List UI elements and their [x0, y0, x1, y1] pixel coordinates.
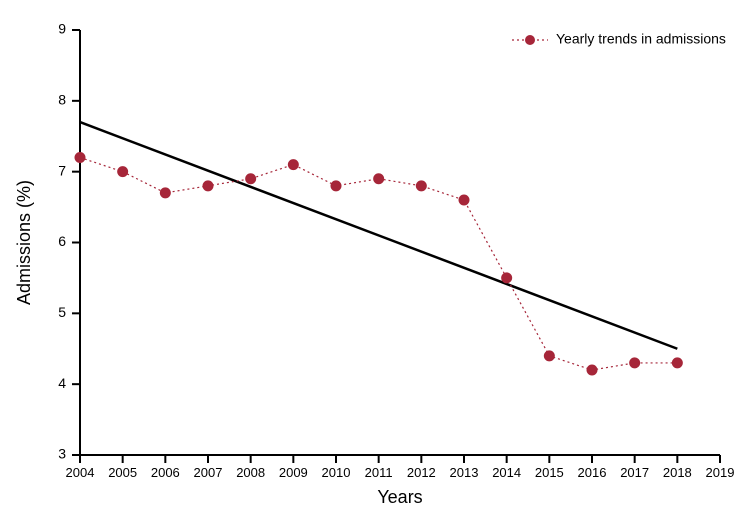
- x-tick-label: 2009: [279, 465, 308, 480]
- data-point: [459, 195, 469, 205]
- x-axis-label: Years: [377, 487, 422, 507]
- data-point: [587, 365, 597, 375]
- data-point: [203, 181, 213, 191]
- data-point: [374, 174, 384, 184]
- data-point: [502, 273, 512, 283]
- x-tick-label: 2007: [194, 465, 223, 480]
- data-point: [331, 181, 341, 191]
- data-point: [544, 351, 554, 361]
- x-tick-label: 2017: [620, 465, 649, 480]
- x-tick-label: 2005: [108, 465, 137, 480]
- data-point: [630, 358, 640, 368]
- x-tick-label: 2015: [535, 465, 564, 480]
- data-point: [288, 160, 298, 170]
- data-point: [118, 167, 128, 177]
- x-tick-label: 2006: [151, 465, 180, 480]
- y-tick-label: 6: [58, 233, 66, 249]
- chart-svg: 3 4 5 6 7 8 9 2004 2005 2006 2007 2008 2009 2010 2011 2…: [0, 0, 754, 522]
- x-tick-label: 2013: [450, 465, 479, 480]
- x-tick-label: 2016: [578, 465, 607, 480]
- legend-label: Yearly trends in admissions: [556, 31, 726, 47]
- data-point: [416, 181, 426, 191]
- data-point: [160, 188, 170, 198]
- admissions-trend-chart: 3 4 5 6 7 8 9 2004 2005 2006 2007 2008 2009 2010 2011 2…: [0, 0, 754, 522]
- y-tick-label: 7: [58, 162, 66, 178]
- y-tick-label: 9: [58, 21, 66, 37]
- x-tick-label: 2012: [407, 465, 436, 480]
- y-tick-label: 3: [58, 446, 66, 462]
- x-tick-label: 2018: [663, 465, 692, 480]
- x-tick-label: 2014: [492, 465, 521, 480]
- x-tick-label: 2011: [365, 465, 393, 480]
- data-point: [672, 358, 682, 368]
- x-tick-label: 2019: [706, 465, 735, 480]
- x-tick-label: 2008: [236, 465, 265, 480]
- data-point: [246, 174, 256, 184]
- legend-marker-icon: [525, 35, 535, 45]
- x-tick-label: 2004: [66, 465, 95, 480]
- x-tick-label: 2010: [322, 465, 351, 480]
- y-axis-label: Admissions (%): [14, 180, 34, 305]
- data-point: [75, 153, 85, 163]
- y-tick-label: 8: [58, 92, 66, 108]
- y-tick-label: 5: [58, 304, 66, 320]
- y-tick-label: 4: [58, 375, 66, 391]
